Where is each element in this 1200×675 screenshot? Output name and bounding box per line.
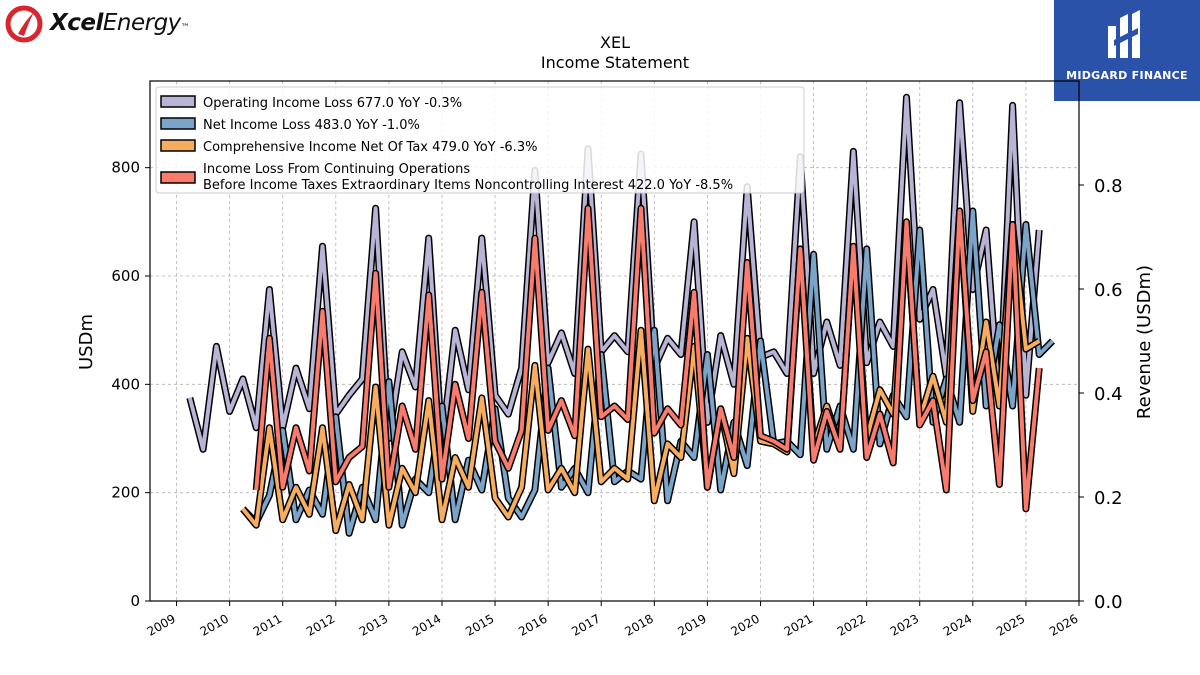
series-layer	[186, 93, 1055, 537]
x-tick-label: 2021	[782, 611, 815, 638]
x-tick-label: 2019	[675, 611, 708, 638]
y-tick-label: 200	[111, 484, 140, 502]
y-right-tick-label: 0.2	[1094, 488, 1123, 509]
x-tick-label: 2012	[304, 611, 337, 638]
x-tick-label: 2009	[145, 611, 178, 638]
y-right-tick-label: 0.6	[1094, 280, 1123, 301]
y-right-tick-label: 0.0	[1094, 592, 1123, 613]
x-tick-label: 2013	[357, 611, 390, 638]
x-tick-label: 2025	[994, 611, 1027, 638]
legend-label-1: Net Income Loss 483.0 YoY -1.0%	[203, 118, 420, 133]
x-tick-label: 2023	[888, 611, 921, 638]
x-tick-label: 2024	[941, 611, 974, 638]
legend-swatch-1	[160, 117, 196, 130]
y-tick-label: 0	[130, 592, 140, 610]
xcel-energy-logo: XcelEnergy™	[4, 4, 194, 44]
xcel-energy-wordmark: XcelEnergy™	[50, 10, 190, 36]
x-tick-label: 2026	[1047, 611, 1080, 638]
y-tick-label: 800	[111, 159, 140, 177]
x-tick-label: 2022	[835, 611, 868, 638]
x-tick-label: 2020	[729, 611, 762, 638]
midgard-finance-logo: MIDGARD FINANCE	[1054, 0, 1200, 101]
y-axis-right-label: Revenue (USDm)	[1134, 265, 1155, 419]
legend-box	[155, 86, 805, 194]
series-3-line	[254, 206, 1042, 511]
y-tick-label: 400	[111, 375, 140, 393]
plot-frame	[149, 80, 1080, 602]
legend-swatch-3	[160, 171, 196, 184]
x-tick-label: 2014	[410, 611, 443, 638]
x-tick-label: 2016	[516, 611, 549, 638]
legend-label-0: Operating Income Loss 677.0 YoY -0.3%	[203, 96, 462, 111]
legend-label-3-line-1: Before Income Taxes Extraordinary Items …	[203, 178, 733, 193]
x-tick-label: 2010	[198, 611, 231, 638]
series-0-line	[187, 95, 1042, 452]
y-tick-label: 600	[111, 267, 140, 285]
y-axis-label: USDm	[76, 314, 97, 370]
x-tick-label: 2011	[251, 611, 284, 638]
chart-title: XEL	[600, 33, 630, 52]
xcel-flame-icon	[5, 5, 43, 43]
y-right-tick-label: 0.8	[1094, 176, 1123, 197]
y-right-tick-label: 0.4	[1094, 384, 1123, 405]
legend-swatch-2	[160, 139, 196, 152]
midgard-finance-name: MIDGARD FINANCE	[1066, 69, 1188, 82]
midgard-mark-icon	[1108, 10, 1140, 58]
legend-label-2: Comprehensive Income Net Of Tax 479.0 Yo…	[203, 140, 537, 155]
x-tick-label: 2018	[622, 611, 655, 638]
x-tick-label: 2015	[463, 611, 496, 638]
legend-label-3-line-0: Income Loss From Continuing Operations	[203, 162, 470, 177]
legend-swatch-0	[160, 95, 196, 108]
legend: Operating Income Loss 677.0 YoY -0.3% Net…	[155, 86, 805, 194]
chart-subtitle: Income Statement	[541, 53, 689, 72]
x-tick-label: 2017	[569, 611, 602, 638]
